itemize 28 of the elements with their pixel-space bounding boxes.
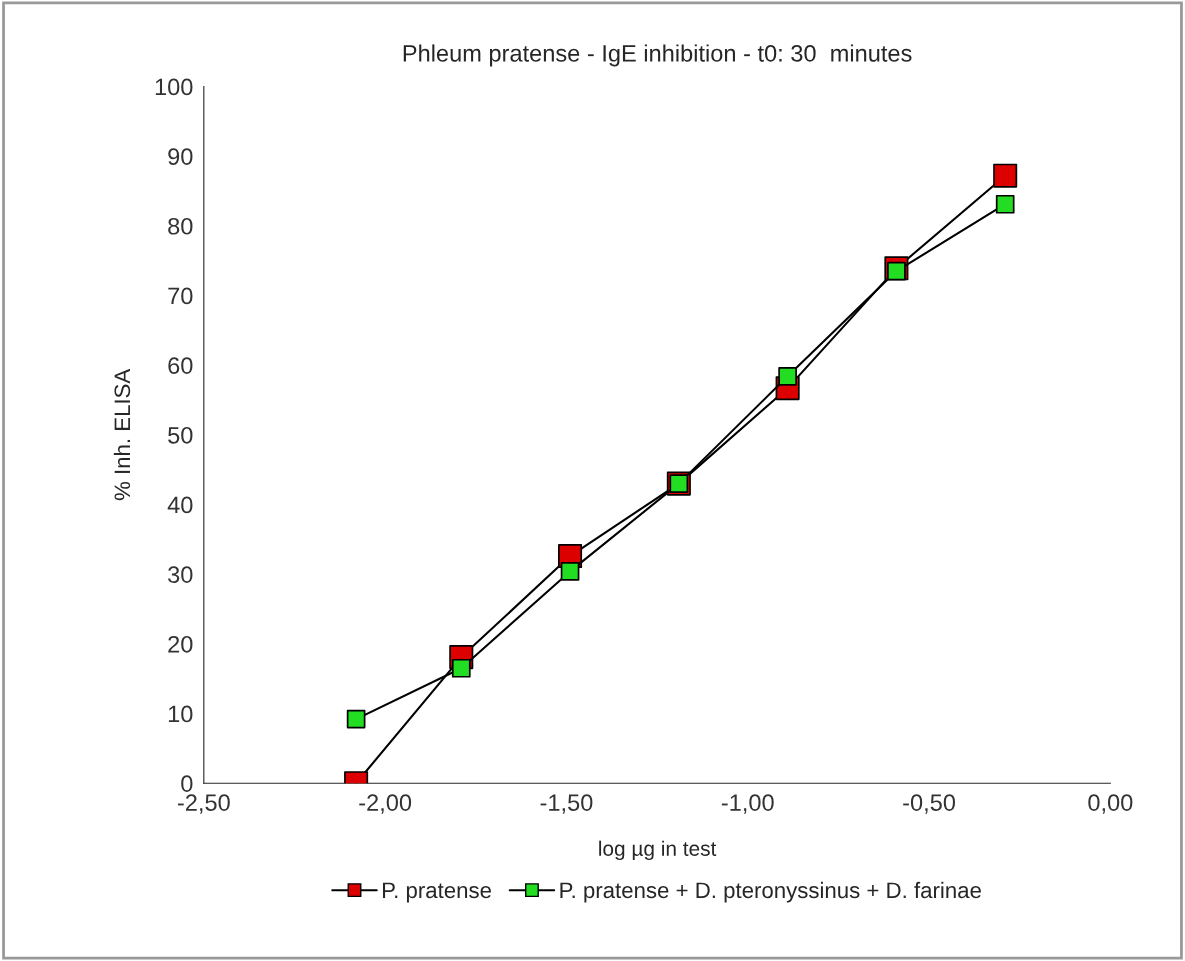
x-tick-label: -2,00 [359, 794, 412, 814]
x-axis-title: log µg in test [599, 840, 717, 861]
x-tick-label: -1,00 [721, 794, 774, 814]
legend-label: P. pratense [382, 882, 491, 903]
y-tick-label: 10 [168, 705, 193, 723]
y-tick-label: 30 [168, 566, 193, 583]
x-tick-label: 0,00 [1088, 794, 1133, 814]
y-tick-label: 80 [168, 217, 193, 235]
x-tick-label: -1,50 [540, 794, 593, 814]
y-tick-label: 0 [181, 775, 193, 792]
point [778, 366, 797, 386]
y-tick-label: 100 [155, 78, 193, 96]
point [560, 562, 580, 581]
y-tick-label: 70 [168, 287, 193, 305]
point [451, 658, 471, 678]
y-axis-title: % Inh. ELISA [113, 368, 131, 501]
y-tick-label: 90 [168, 148, 193, 165]
y-tick-label: 40 [167, 496, 193, 514]
y-tick-label: 20 [168, 635, 193, 653]
chart-title: Phleum pratense - IgE inhibition - t0: 30 minutes [403, 44, 912, 67]
x-tick-label: -0,50 [903, 794, 956, 814]
y-tick-label: 50 [168, 426, 193, 444]
point [346, 709, 366, 729]
y-tick-label: 60 [168, 357, 193, 374]
point [993, 163, 1018, 188]
point [995, 194, 1015, 214]
x-tick-label: -2,50 [177, 794, 230, 814]
legend-label: P. pratense + D. pteronyssinus + D. farinae [560, 881, 981, 903]
